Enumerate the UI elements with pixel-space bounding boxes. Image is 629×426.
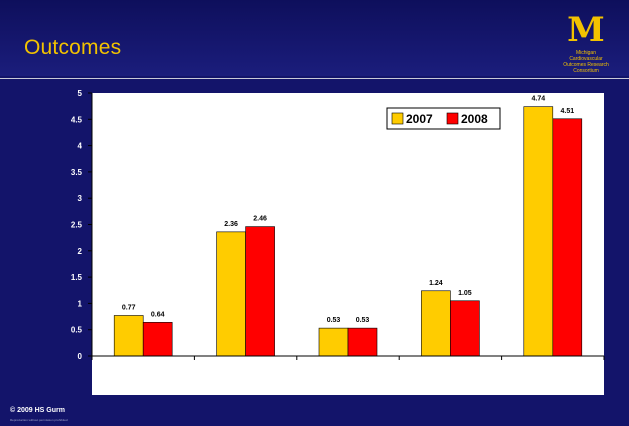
axes-layer: Sub-acute stent thrombosis Vascular comp RP… (71, 89, 605, 386)
y-tick-label-5: 2.5 (71, 221, 83, 230)
data-label-2008-0: 0.64 (151, 311, 165, 318)
y-tick-label-0: 0 (78, 352, 83, 361)
category-label-3: GI bleed (435, 367, 467, 376)
bars-layer: 0.77 0.64 2.36 2.46 0.53 0.53 1.24 1.05 4.74 4.51 (113, 96, 583, 357)
y-tick-label-4: 2 (78, 247, 83, 256)
category-label-4: Transfusion (530, 367, 575, 376)
title-divider (0, 78, 629, 79)
data-label-2008-4: 4.51 (560, 108, 574, 115)
bar-2007-2 (318, 327, 349, 357)
data-label-2007-1: 2.36 (224, 221, 238, 228)
data-label-2007-3: 1.24 (429, 280, 443, 287)
data-label-2008-2: 0.53 (356, 317, 370, 324)
legend-swatch-2007 (391, 112, 404, 125)
data-label-2008-3: 1.05 (458, 290, 472, 297)
logo-caption: Michigan Cardiovascular Outcomes Researc… (560, 50, 612, 74)
y-tick-label-10: 5 (78, 89, 83, 98)
category-label-1: Vascular comp (217, 367, 274, 376)
category-label-line: Vascular comp (217, 367, 274, 376)
title-band (0, 0, 629, 76)
bar-2007-4 (523, 106, 554, 357)
logo-caption-line-2: Outcomes Research Consortium (563, 62, 609, 74)
bar-2008-2 (347, 327, 378, 357)
y-tick-label-7: 3.5 (71, 168, 83, 177)
y-tick-label-9: 4.5 (71, 115, 83, 124)
data-label-2008-1: 2.46 (253, 216, 267, 223)
bar-2007-3 (421, 290, 451, 357)
category-label-2: RP bleed (331, 367, 365, 376)
logo-letter: M (567, 10, 605, 50)
category-label-line: GI bleed (435, 367, 467, 376)
legend-box (386, 107, 501, 130)
legend-swatch-2008 (446, 112, 459, 125)
data-label-2007-2: 0.53 (327, 317, 341, 324)
legend-label-2008: 2008 (461, 112, 488, 126)
bar-2007-0 (113, 315, 144, 357)
category-label-line: thrombosis (121, 377, 165, 386)
copyright: © 2009 HS Gurm (10, 407, 65, 414)
chart-legend: 2007 2008 (386, 107, 501, 130)
bar-2008-0 (142, 322, 173, 357)
bar-2008-1 (245, 226, 275, 357)
y-tick-label-8: 4 (78, 142, 83, 151)
data-label-2007-0: 0.77 (122, 304, 136, 311)
y-tick-label-2: 1 (78, 299, 83, 308)
y-tick-label-1: 0.5 (71, 326, 83, 335)
category-label-line: Sub-acute stent (113, 367, 173, 376)
category-label-line: Transfusion (530, 367, 575, 376)
bar-2008-4 (552, 118, 583, 357)
logo-caption-line-1: Michigan Cardiovascular (569, 50, 603, 62)
bar-2007-1 (216, 231, 246, 357)
footer-note: Reproduction without permission prohibit… (10, 418, 68, 422)
legend-label-2007: 2007 (406, 112, 433, 126)
bar-2008-3 (450, 300, 480, 357)
category-label-line: RP bleed (331, 367, 365, 376)
category-label-0: Sub-acute stent thrombosis (113, 367, 173, 386)
slide-title: Outcomes (24, 36, 122, 59)
y-tick-label-6: 3 (78, 194, 83, 203)
university-logo: M Michigan Cardiovascular Outcomes Resea… (560, 10, 612, 74)
data-label-2007-4: 4.74 (531, 96, 545, 103)
y-tick-label-3: 1.5 (71, 273, 83, 282)
